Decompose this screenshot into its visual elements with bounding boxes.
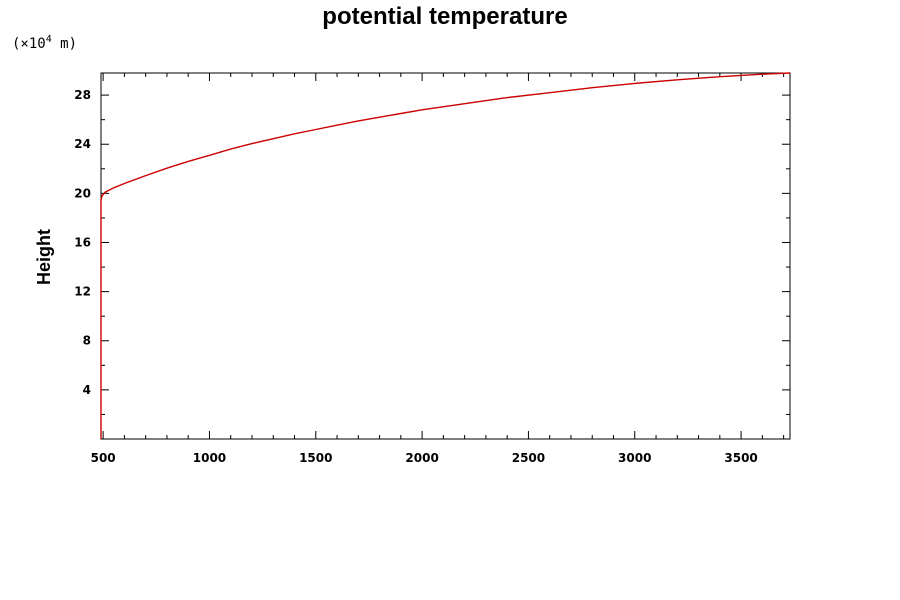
y-tick-label: 12 [74, 285, 91, 299]
x-tick-label: 1500 [299, 451, 332, 465]
x-tick-label: 500 [91, 451, 116, 465]
y-axis-unit-exponent: 4 [46, 34, 52, 45]
tick-labels: 500 1000 1500 2000 2500 3000 3500 4 8 12 16 20 24 28 [74, 88, 757, 465]
y-axis-unit-prefix: (×10 [12, 36, 46, 52]
y-tick-label: 8 [83, 334, 91, 348]
x-tick-label: 3000 [618, 451, 651, 465]
x-tick-label: 2500 [512, 451, 545, 465]
x-tick-label: 3500 [724, 451, 757, 465]
series-line [100, 72, 791, 439]
x-tick-label: 2000 [405, 451, 438, 465]
x-tick-label: 1000 [193, 451, 226, 465]
y-tick-label: 24 [74, 137, 91, 151]
y-axis-unit: (×104 m) [12, 34, 77, 52]
y-axis-label: Height [34, 229, 54, 285]
y-axis-unit-suffix: m) [52, 36, 77, 52]
y-tick-label: 16 [74, 235, 91, 249]
y-tick-label: 28 [74, 88, 91, 102]
y-tick-label: 4 [83, 383, 91, 397]
axis-ticks [101, 73, 790, 439]
plot-area-frame [100, 72, 791, 440]
series-group [100, 72, 791, 439]
chart-title: potential temperature [322, 3, 567, 30]
y-tick-label: 20 [74, 186, 91, 200]
